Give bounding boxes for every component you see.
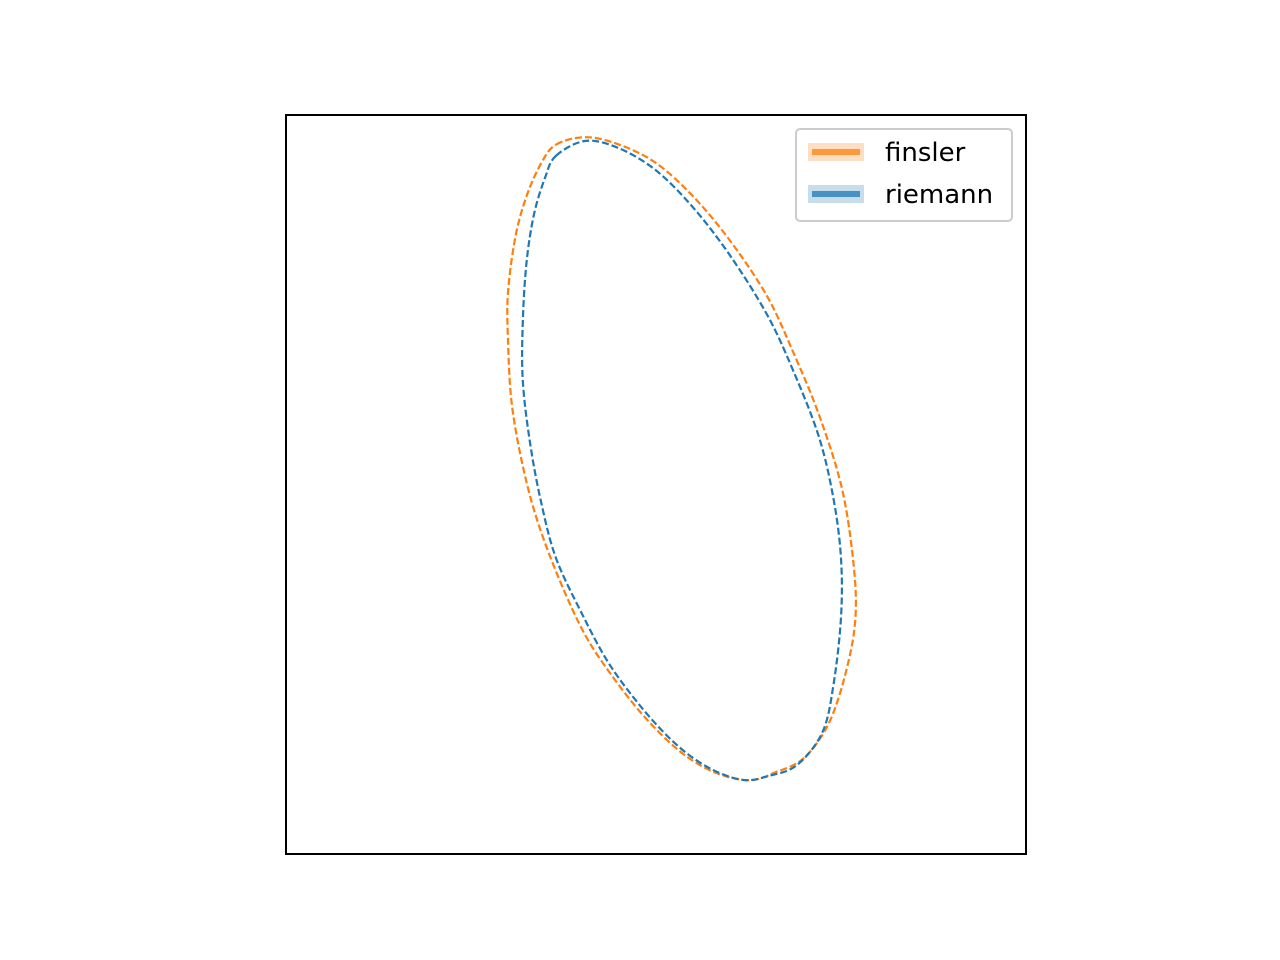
- legend-entry-finsler: finsler: [808, 138, 966, 168]
- legend-label-finsler: finsler: [885, 138, 966, 168]
- axes-frame: [285, 114, 1027, 855]
- legend: finsler riemann: [795, 128, 1013, 222]
- axes-background: [286, 115, 1026, 854]
- legend-entry-riemann: riemann: [808, 180, 993, 210]
- legend-label-riemann: riemann: [885, 180, 993, 210]
- plot-area: [285, 114, 1027, 855]
- series-curves: [506, 136, 858, 782]
- series-line-riemann: [520, 139, 844, 782]
